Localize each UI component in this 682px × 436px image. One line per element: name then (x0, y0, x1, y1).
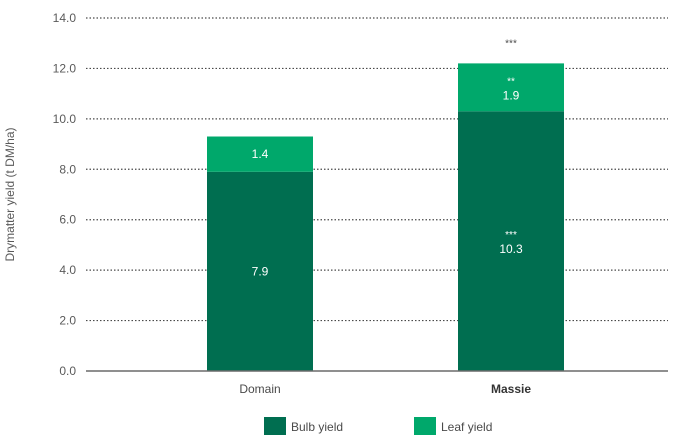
legend-label: Bulb yield (291, 420, 343, 434)
legend-swatch-bulb-yield (264, 417, 286, 435)
bar-bulb-yield (207, 171, 313, 371)
total-significance-label: *** (505, 38, 517, 49)
bars (207, 63, 564, 372)
legend: Bulb yield Leaf yield (264, 417, 492, 435)
x-category-label: Domain (239, 382, 280, 396)
bar-leaf-yield (207, 136, 313, 172)
y-tick-label: 6.0 (59, 213, 76, 227)
y-tick-label: 4.0 (59, 263, 76, 277)
significance-label: *** (505, 230, 517, 241)
data-labels: 7.91.4***10.3**1.9*** (252, 38, 523, 278)
data-label: 1.9 (503, 88, 520, 102)
gridlines (86, 17, 668, 322)
y-axis-ticks: 0.0 2.0 4.0 6.0 8.0 10.0 12.0 14.0 (53, 11, 77, 378)
y-tick-label: 12.0 (53, 61, 77, 75)
significance-label: ** (507, 76, 515, 87)
y-axis-label: Drymatter yield (t DM/ha) (3, 127, 17, 261)
bar-bulb-yield (458, 111, 564, 372)
x-category-label: Massie (491, 382, 531, 396)
y-tick-label: 10.0 (53, 112, 77, 126)
bar-leaf-yield (458, 63, 564, 112)
data-label: 1.4 (252, 147, 269, 161)
x-axis-categories: Domain Massie (239, 382, 531, 396)
y-tick-label: 14.0 (53, 11, 77, 25)
data-label: 10.3 (499, 242, 523, 256)
legend-swatch-leaf-yield (414, 417, 436, 435)
data-label: 7.9 (252, 264, 269, 278)
y-tick-label: 8.0 (59, 162, 76, 176)
y-tick-label: 0.0 (59, 364, 76, 378)
y-tick-label: 2.0 (59, 314, 76, 328)
legend-label: Leaf yield (441, 420, 492, 434)
